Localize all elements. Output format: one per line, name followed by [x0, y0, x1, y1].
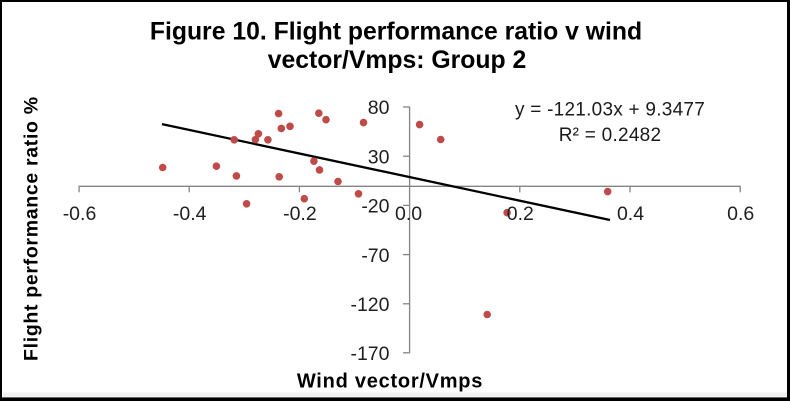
svg-text:Flight performance ratio %: Flight performance ratio %	[21, 96, 43, 361]
svg-text:0.4: 0.4	[617, 203, 644, 225]
svg-text:-0.6: -0.6	[63, 203, 97, 225]
svg-text:30: 30	[368, 146, 390, 168]
svg-text:Figure 10. Flight performance: Figure 10. Flight performance ratio v wi…	[150, 19, 642, 46]
svg-text:y = -121.03x + 9.3477: y = -121.03x + 9.3477	[515, 99, 705, 120]
svg-text:0.2: 0.2	[507, 203, 534, 225]
svg-text:-70: -70	[361, 245, 389, 267]
svg-text:-0.2: -0.2	[283, 203, 317, 225]
svg-text:Wind vector/Vmps: Wind vector/Vmps	[297, 371, 483, 393]
svg-text:80: 80	[368, 97, 390, 119]
svg-text:R² = 0.2482: R² = 0.2482	[559, 125, 662, 146]
svg-text:-0.4: -0.4	[173, 203, 207, 225]
svg-text:-120: -120	[350, 294, 389, 316]
svg-text:0.0: 0.0	[395, 203, 422, 225]
svg-text:-20: -20	[361, 196, 389, 218]
svg-text:vector/Vmps: Group 2: vector/Vmps: Group 2	[268, 47, 527, 74]
svg-text:0.6: 0.6	[727, 203, 754, 225]
svg-text:-170: -170	[350, 343, 389, 365]
